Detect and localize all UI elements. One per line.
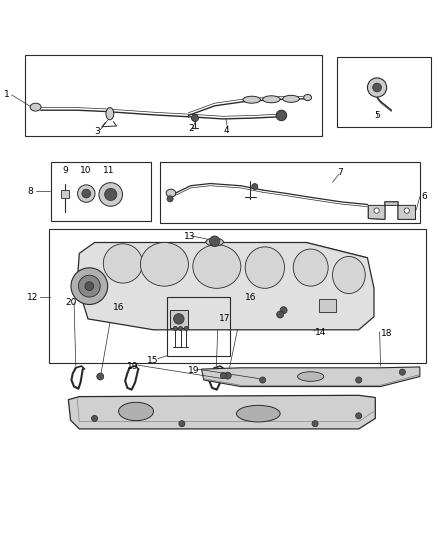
Ellipse shape: [141, 243, 188, 286]
Text: 4: 4: [223, 126, 229, 135]
Ellipse shape: [283, 95, 299, 102]
Circle shape: [276, 110, 287, 120]
Bar: [49, 229, 426, 362]
Circle shape: [173, 313, 184, 324]
Circle shape: [105, 188, 117, 200]
Circle shape: [191, 115, 198, 122]
Ellipse shape: [106, 108, 114, 120]
Ellipse shape: [245, 247, 285, 288]
Circle shape: [277, 311, 284, 318]
Text: 20: 20: [65, 298, 77, 307]
Circle shape: [374, 208, 379, 213]
Text: 16: 16: [245, 293, 257, 302]
Text: 11: 11: [103, 166, 115, 175]
Circle shape: [356, 377, 362, 383]
Circle shape: [92, 415, 98, 422]
Circle shape: [85, 282, 94, 290]
Circle shape: [260, 377, 266, 383]
Bar: [166, 297, 230, 356]
Ellipse shape: [119, 402, 153, 421]
Text: 16: 16: [113, 303, 125, 312]
Ellipse shape: [166, 189, 176, 197]
Text: 2: 2: [188, 125, 194, 133]
Text: 18: 18: [381, 329, 392, 338]
Text: 17: 17: [219, 313, 230, 322]
Circle shape: [167, 196, 173, 202]
Text: 19: 19: [127, 361, 139, 370]
Ellipse shape: [237, 405, 280, 422]
Text: 3: 3: [95, 127, 100, 136]
Text: 7: 7: [337, 168, 343, 177]
Circle shape: [78, 275, 100, 297]
Circle shape: [184, 326, 188, 330]
Circle shape: [178, 326, 183, 330]
Circle shape: [356, 413, 362, 419]
Polygon shape: [68, 395, 375, 429]
Text: 19: 19: [188, 366, 200, 375]
Ellipse shape: [243, 96, 261, 103]
Circle shape: [252, 183, 258, 190]
Bar: [337, 57, 431, 127]
Circle shape: [97, 373, 104, 380]
Bar: [61, 190, 69, 198]
Ellipse shape: [297, 372, 324, 381]
Polygon shape: [368, 202, 416, 220]
Text: 5: 5: [374, 111, 380, 120]
Circle shape: [399, 369, 406, 375]
Ellipse shape: [332, 256, 365, 294]
Text: 12: 12: [27, 293, 38, 302]
Text: 10: 10: [80, 166, 92, 175]
Circle shape: [367, 78, 387, 97]
Circle shape: [280, 306, 287, 313]
Bar: [160, 161, 420, 223]
Text: 1: 1: [4, 90, 10, 99]
Circle shape: [179, 421, 185, 427]
Circle shape: [220, 373, 226, 379]
Bar: [51, 161, 151, 221]
Ellipse shape: [293, 249, 328, 286]
Circle shape: [373, 83, 381, 92]
Ellipse shape: [206, 238, 223, 246]
Polygon shape: [77, 243, 374, 330]
Text: 13: 13: [184, 232, 196, 241]
Circle shape: [78, 185, 95, 203]
Circle shape: [404, 208, 410, 213]
Ellipse shape: [103, 244, 143, 283]
Ellipse shape: [304, 94, 311, 101]
Circle shape: [312, 421, 318, 427]
Ellipse shape: [193, 245, 241, 288]
Text: 14: 14: [315, 328, 326, 337]
Text: 6: 6: [421, 192, 427, 201]
Bar: [25, 55, 321, 135]
Ellipse shape: [30, 103, 41, 111]
Bar: [319, 299, 336, 312]
Circle shape: [224, 372, 231, 379]
Text: 8: 8: [27, 187, 33, 196]
Circle shape: [71, 268, 108, 304]
Circle shape: [99, 183, 123, 206]
Text: 15: 15: [147, 356, 159, 365]
Polygon shape: [201, 367, 420, 386]
Text: 9: 9: [63, 166, 68, 175]
Circle shape: [209, 236, 220, 246]
Circle shape: [173, 326, 177, 330]
Ellipse shape: [263, 96, 280, 103]
Bar: [170, 310, 187, 328]
Circle shape: [82, 189, 91, 198]
